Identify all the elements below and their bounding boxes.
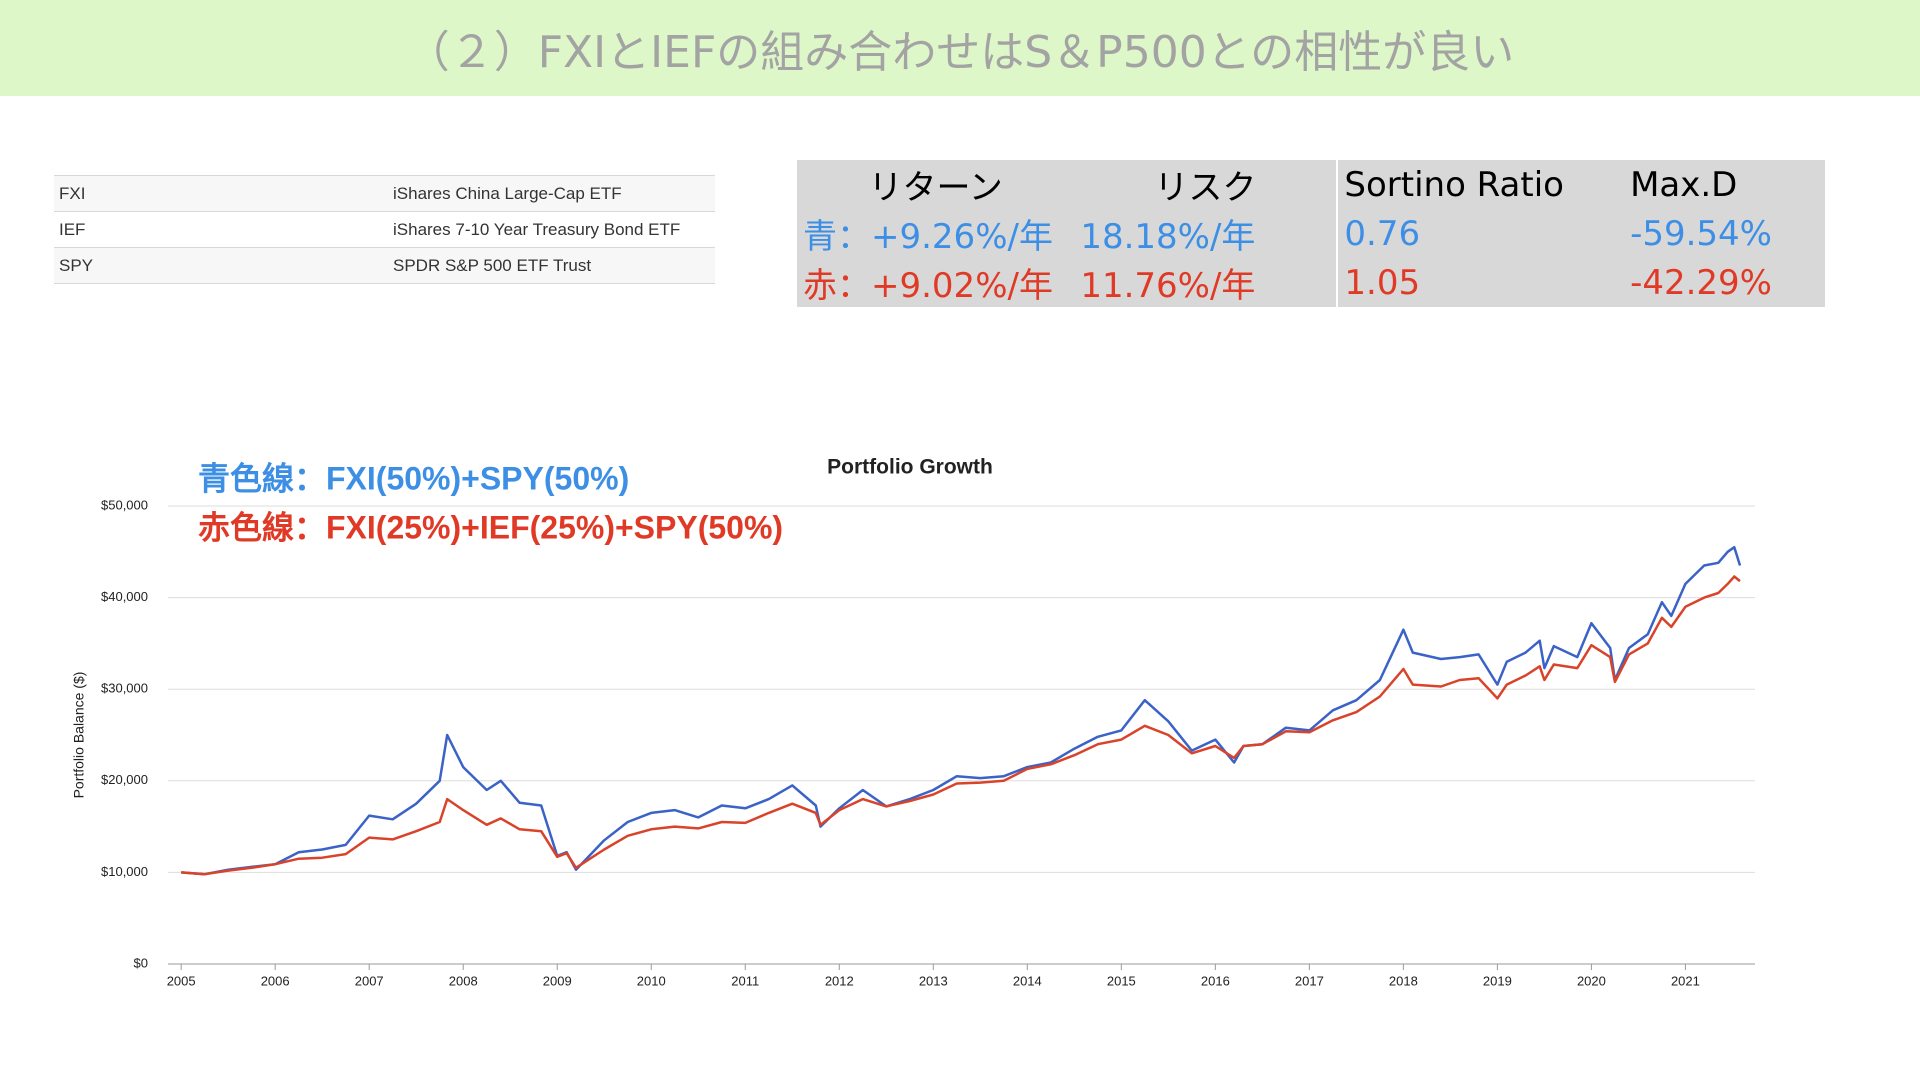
ticker-row: IEF iShares 7-10 Year Treasury Bond ETF — [54, 211, 715, 248]
series-line — [181, 545, 1742, 876]
x-tick-label: 2008 — [449, 973, 478, 988]
legend-entry: 青色線：FXI(50%)+SPY(50%) — [198, 460, 629, 496]
y-tick-label: $30,000 — [101, 681, 148, 696]
y-tick-label: $0 — [134, 955, 148, 970]
ticker-cell: FXI — [54, 175, 388, 212]
x-tick-label: 2020 — [1577, 973, 1606, 988]
ticker-row: FXI iShares China Large-Cap ETF — [54, 175, 715, 212]
y-tick-label: $20,000 — [101, 772, 148, 787]
stats-table: リターン リスク Sortino Ratio Max.D 青：+9.26%/年 18.18… — [797, 160, 1825, 307]
ticker-cell: SPY — [54, 247, 388, 284]
y-axis-label: Portfolio Balance ($) — [71, 672, 87, 799]
legend-entry: 赤色線：FXI(25%)+IEF(25%)+SPY(50%) — [198, 509, 783, 545]
stats-header: Max.D — [1630, 164, 1738, 205]
x-tick-label: 2016 — [1201, 973, 1230, 988]
stats-header-row: リターン リスク Sortino Ratio Max.D — [797, 160, 1825, 209]
stats-cell: 赤：+9.02%/年 — [803, 266, 1053, 306]
chart-title: Portfolio Growth — [827, 456, 993, 479]
x-tick-label: 2011 — [731, 973, 759, 988]
stats-cell: -59.54% — [1630, 213, 1772, 254]
stats-cell: 11.76%/年 — [1080, 266, 1256, 306]
x-tick-label: 2012 — [825, 973, 854, 988]
x-tick-label: 2006 — [261, 973, 290, 988]
y-tick-label: $10,000 — [101, 864, 148, 879]
stats-row: 赤：+9.02%/年 11.76%/年 1.05 -42.29% — [797, 258, 1825, 307]
stats-header: リスク — [1154, 168, 1257, 208]
ticker-cell: iShares 7-10 Year Treasury Bond ETF — [388, 211, 715, 248]
x-tick-label: 2019 — [1483, 973, 1512, 988]
stats-cell: 青：+9.26%/年 — [803, 217, 1053, 257]
y-tick-label: $40,000 — [101, 589, 148, 604]
stats-cell: -42.29% — [1630, 262, 1772, 303]
stats-cell: 18.18%/年 — [1080, 217, 1256, 257]
x-tick-label: 2009 — [543, 973, 572, 988]
x-tick-label: 2013 — [919, 973, 948, 988]
header: （２）FXIとIEFの組み合わせはS＆P500との相性が良い — [0, 0, 1920, 96]
x-tick-label: 2017 — [1295, 973, 1324, 988]
x-tick-label: 2014 — [1013, 973, 1042, 988]
stats-cell: 1.05 — [1336, 258, 1625, 307]
x-tick-label: 2018 — [1389, 973, 1418, 988]
x-tick-label: 2007 — [355, 973, 384, 988]
stats-header: リターン — [868, 168, 1003, 208]
y-tick-label: $50,000 — [101, 497, 148, 512]
ticker-table: FXI iShares China Large-Cap ETF IEF iShares… — [54, 175, 715, 284]
ticker-cell: SPDR S&P 500 ETF Trust — [388, 247, 715, 284]
stats-row: 青：+9.26%/年 18.18%/年 0.76 -59.54% — [797, 209, 1825, 258]
ticker-row: SPY SPDR S&P 500 ETF Trust — [54, 247, 715, 284]
stats-header: Sortino Ratio — [1336, 160, 1625, 209]
stats-cell: 0.76 — [1336, 209, 1625, 258]
x-tick-label: 2010 — [637, 973, 666, 988]
series-line — [181, 575, 1741, 876]
x-tick-label: 2015 — [1107, 973, 1136, 988]
x-tick-label: 2005 — [167, 973, 196, 988]
slide-title: （２）FXIとIEFの組み合わせはS＆P500との相性が良い — [405, 27, 1515, 78]
x-tick-label: 2021 — [1671, 973, 1700, 988]
